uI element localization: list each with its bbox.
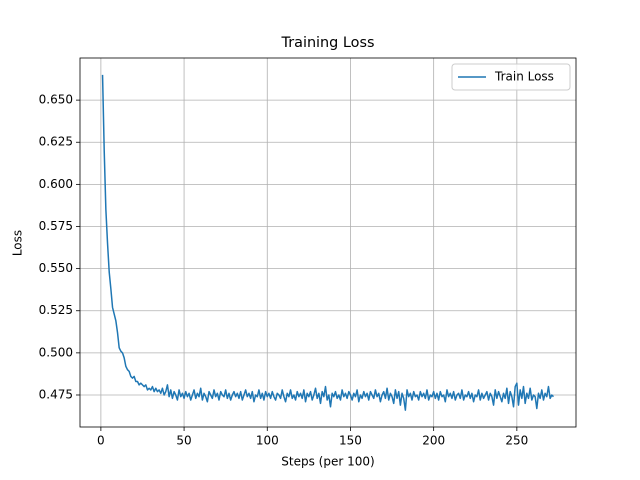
line bbox=[101, 74, 554, 411]
y-tick-label: 0.575 bbox=[39, 219, 73, 233]
x-tick-label: 50 bbox=[176, 434, 191, 448]
y-tick-label: 0.525 bbox=[39, 303, 73, 317]
x-axis-label: Steps (per 100) bbox=[281, 455, 374, 469]
y-axis-label: Loss bbox=[11, 230, 25, 256]
y-tick-label: 0.625 bbox=[39, 135, 73, 149]
legend-box bbox=[451, 63, 571, 91]
x-tick-label: 250 bbox=[505, 434, 528, 448]
x-tick-label: 150 bbox=[339, 434, 362, 448]
x-tick-label: 100 bbox=[256, 434, 279, 448]
y-tick-label: 0.475 bbox=[39, 387, 73, 401]
y-tick-label: 0.550 bbox=[39, 261, 73, 275]
x-tick-label: 200 bbox=[422, 434, 445, 448]
axes-frame bbox=[79, 57, 577, 428]
chart-title: Training Loss bbox=[281, 35, 375, 51]
y-tick-label: 0.600 bbox=[39, 177, 73, 191]
y-tick-label: 0.500 bbox=[39, 345, 73, 359]
y-tick-label: 0.650 bbox=[39, 93, 73, 107]
legend-label: Train Loss bbox=[494, 70, 554, 84]
x-tick-label: 0 bbox=[97, 434, 105, 448]
